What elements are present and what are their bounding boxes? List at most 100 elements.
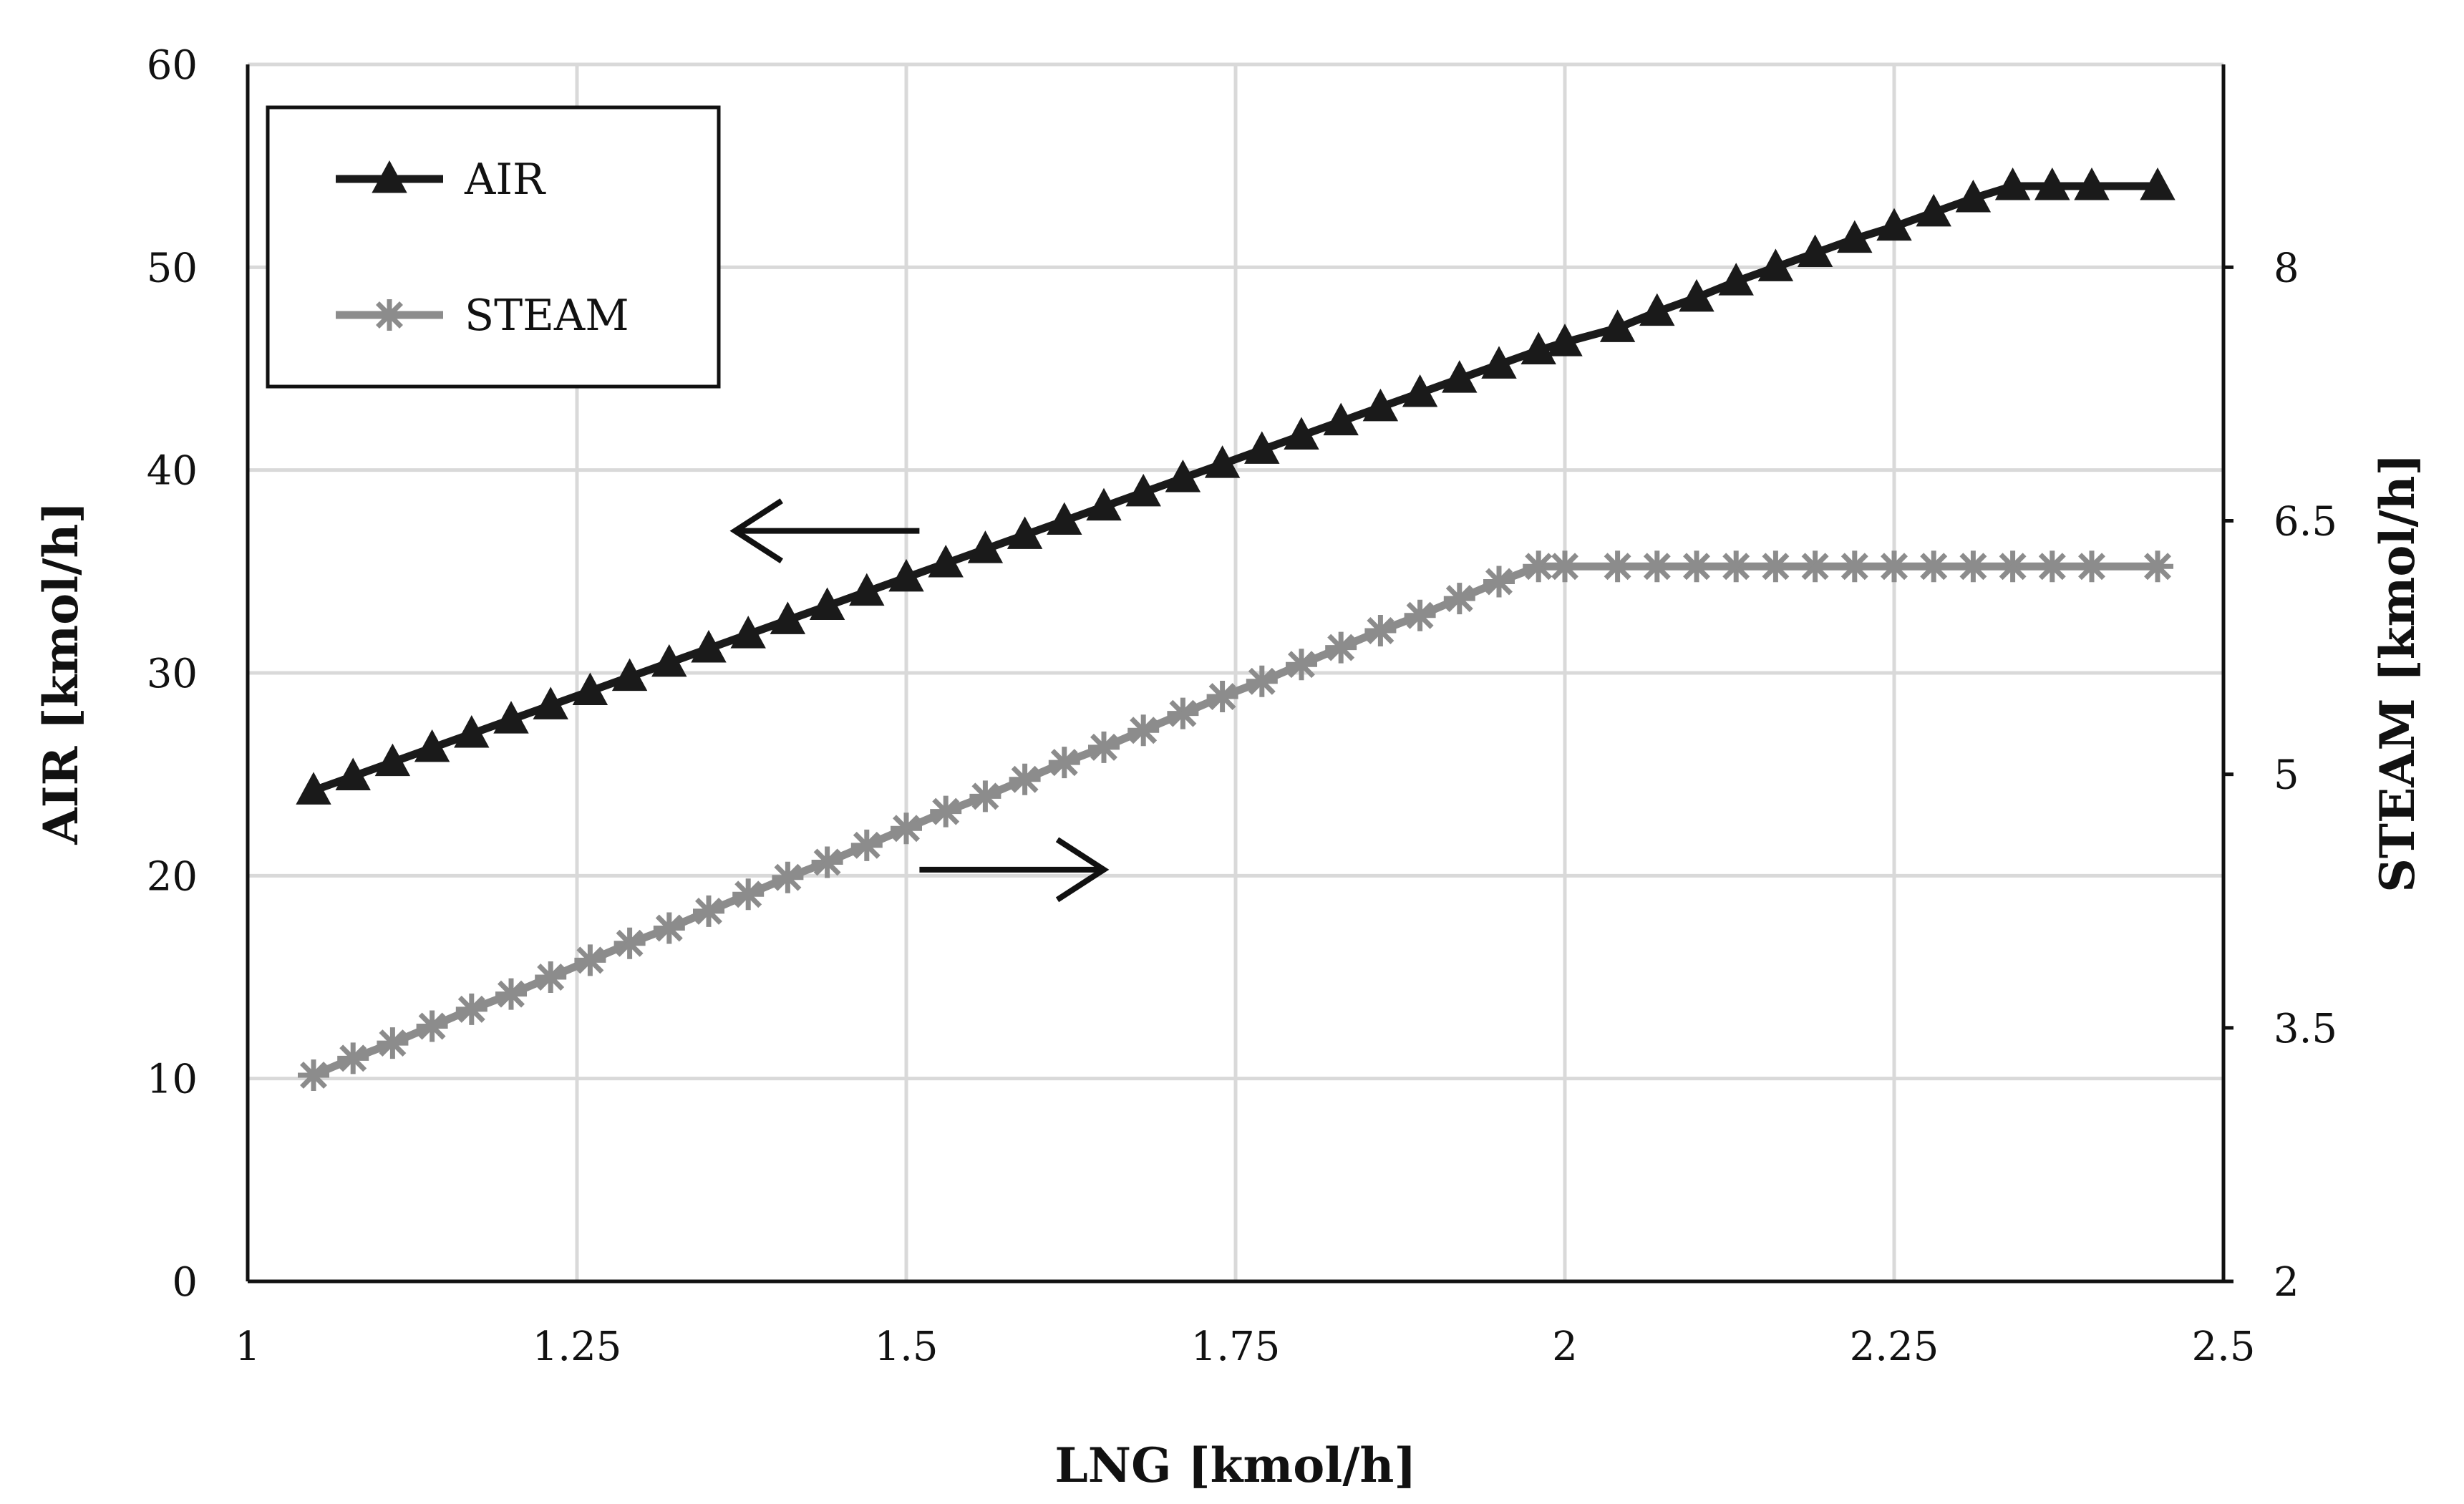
steam-data-point: [1957, 550, 1989, 583]
air-data-point: [967, 530, 1004, 563]
steam-data-point: [1364, 614, 1397, 646]
x-tick-label: 1.5: [874, 1324, 938, 1370]
x-axis-title: LNG [kmol/h]: [1054, 1437, 1416, 1493]
air-data-point: [1797, 234, 1833, 267]
steam-data-point: [1997, 550, 2029, 583]
air-data-point: [1599, 309, 1636, 342]
air-data-point: [296, 772, 331, 805]
air-data-point: [928, 545, 964, 578]
steam-data-point: [693, 895, 724, 927]
air-data-point: [730, 616, 766, 649]
air-data-point: [533, 686, 568, 719]
legend: AIR STEAM: [266, 105, 721, 389]
air-data-point: [2074, 168, 2110, 200]
air-data-point: [888, 558, 924, 592]
air-data-point: [770, 601, 806, 634]
air-data-point: [809, 587, 845, 620]
steam-data-point: [732, 878, 765, 911]
y-axis-left-title: AIR [kmol/h]: [33, 501, 89, 845]
steam-data-point: [298, 1059, 329, 1091]
x-tick-label: 2.25: [1850, 1324, 1939, 1370]
steam-data-point: [2142, 550, 2173, 583]
legend-label: STEAM: [465, 291, 629, 341]
x-tick-label: 2.5: [2191, 1324, 2255, 1370]
steam-data-point: [1443, 583, 1475, 615]
steam-data-point: [1523, 550, 1555, 583]
right-arrow-annotation: [919, 837, 1110, 903]
x-tick-label: 1.25: [533, 1324, 622, 1370]
legend-label: AIR: [464, 155, 546, 205]
air-data-point: [1284, 417, 1319, 450]
y-right-tick-label: 8: [2274, 245, 2299, 291]
steam-data-point: [1720, 550, 1752, 583]
steam-data-point: [1918, 550, 1950, 583]
y-right-tick-label: 2: [2274, 1259, 2299, 1306]
air-data-point: [335, 757, 371, 790]
air-data-point: [1086, 487, 1122, 521]
air-data-point: [1837, 220, 1873, 253]
left-arrow-annotation: [729, 498, 920, 564]
air-data-point: [691, 630, 727, 663]
air-data-point: [572, 672, 608, 705]
y-left-tick-label: 20: [147, 853, 198, 900]
air-data-point: [1323, 402, 1359, 436]
air-data-point: [454, 715, 490, 748]
air-data-point: [1204, 445, 1241, 478]
steam-data-point: [455, 993, 488, 1025]
steam-data-point: [1127, 714, 1160, 747]
steam-data-point: [337, 1042, 369, 1074]
y-axis-right-title: STEAM [kmol/h]: [2370, 453, 2425, 893]
air-data-point: [1402, 374, 1438, 407]
steam-data-point: [772, 861, 804, 893]
steam-data-point: [653, 912, 685, 944]
y-right-tick-label: 6.5: [2274, 499, 2337, 545]
steam-data-point: [930, 795, 962, 828]
air-data-point: [1679, 278, 1714, 312]
steam-data-point: [1325, 631, 1357, 664]
x-tick-label: 1.75: [1191, 1324, 1281, 1370]
data-series: [296, 168, 2176, 1091]
steam-data-point: [1088, 731, 1120, 763]
air-data-point: [2140, 168, 2176, 200]
legend-item: AIR: [336, 155, 546, 205]
steam-data-point: [2036, 550, 2068, 583]
air-data-point: [1994, 168, 2031, 200]
air-data-point: [374, 743, 411, 777]
steam-data-point: [891, 812, 922, 845]
air-data-point: [493, 701, 529, 734]
steam-data-point: [1641, 550, 1673, 583]
legend-item: STEAM: [336, 291, 629, 341]
steam-data-point: [850, 829, 883, 861]
steam-data-point: [1549, 550, 1581, 583]
air-data-point: [1718, 263, 1754, 296]
steam-data-point: [374, 299, 405, 331]
y-right-tick-label: 5: [2274, 752, 2299, 799]
legend-box: [266, 105, 721, 389]
y-left-tick-label: 60: [147, 42, 198, 89]
air-data-point: [2034, 168, 2070, 200]
air-data-point: [849, 573, 885, 606]
steam-data-point: [1206, 681, 1238, 713]
air-data-point: [1757, 248, 1794, 281]
axes: [246, 64, 2233, 1284]
y-right-tick-label: 3.5: [2274, 1006, 2337, 1052]
steam-data-point: [574, 944, 606, 976]
steam-data-point: [535, 961, 567, 993]
steam-data-point: [811, 846, 843, 878]
y-left-tick-label: 40: [147, 448, 198, 495]
air-data-point: [1047, 502, 1082, 535]
air-data-point: [1007, 516, 1043, 549]
steam-data-point: [1404, 599, 1436, 631]
steam-data-point: [1286, 649, 1317, 681]
steam-data-point: [1246, 665, 1278, 697]
air-data-point: [1125, 473, 1161, 507]
air-data-point: [1165, 460, 1201, 493]
air-data-point: [1244, 431, 1280, 464]
y-left-tick-label: 0: [172, 1259, 198, 1306]
steam-data-point: [1838, 550, 1871, 583]
air-data-point: [1876, 208, 1912, 241]
steam-data-point: [1878, 550, 1910, 583]
air-data-point: [372, 160, 407, 193]
air-data-point: [1955, 180, 1992, 213]
